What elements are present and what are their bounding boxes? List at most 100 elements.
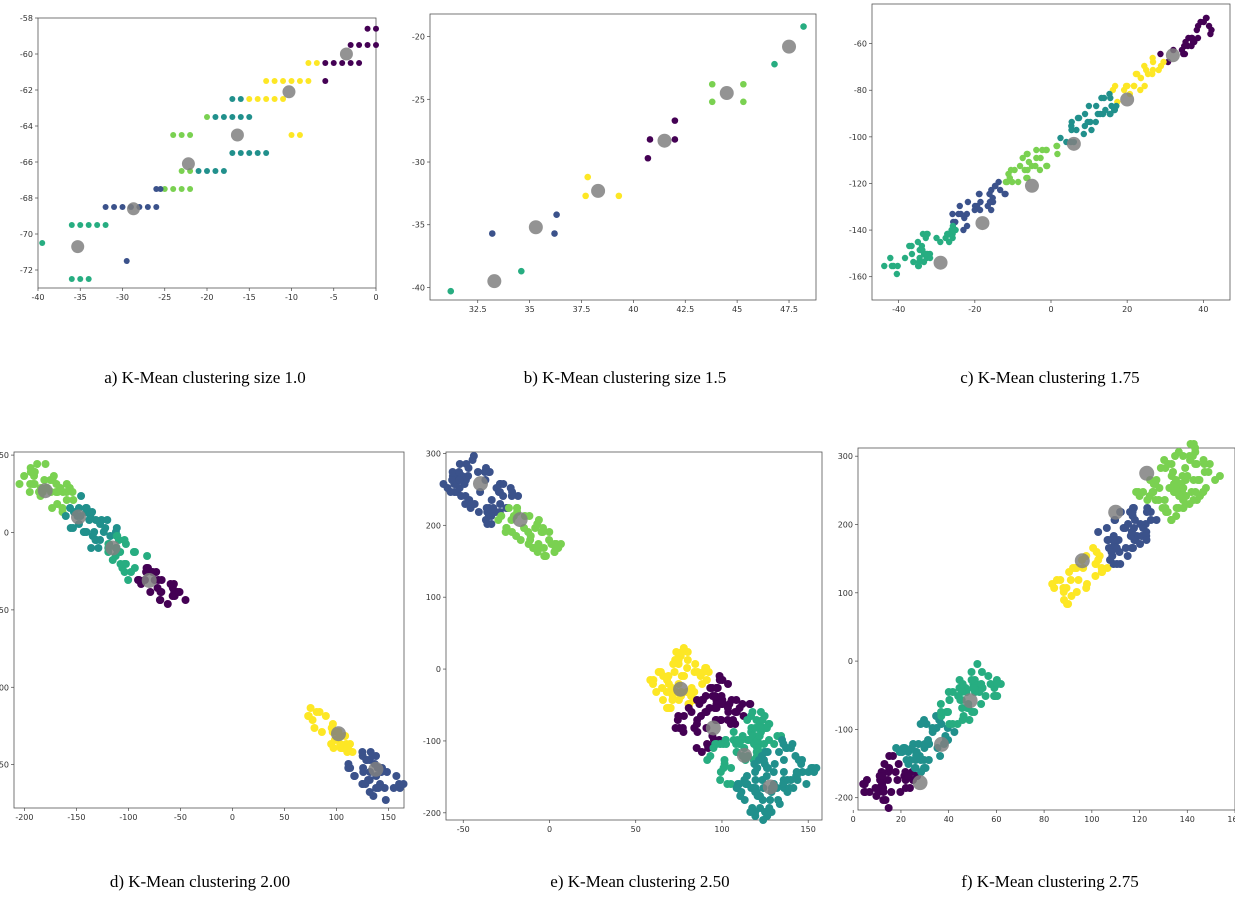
data-point — [1068, 118, 1075, 126]
x-tick-label: 45 — [732, 305, 742, 314]
data-point — [987, 206, 995, 214]
chart-panel-c: -40 -20 0 20 40 -160 -140 -120 -100 -80 -60 — [838, 2, 1231, 330]
data-point — [1094, 528, 1103, 536]
x-tick-label: 32.5 — [469, 305, 487, 314]
centroid-marker — [933, 255, 948, 270]
data-point — [752, 716, 761, 724]
data-point — [644, 154, 652, 162]
data-point — [977, 680, 986, 688]
data-point — [304, 712, 313, 720]
data-point — [893, 270, 901, 278]
y-tick-label: -60 — [20, 50, 33, 59]
data-point — [62, 480, 71, 488]
data-point — [306, 704, 315, 712]
x-tick-label: 0 — [1048, 305, 1053, 314]
x-tick-label: 120 — [1132, 815, 1147, 824]
data-point — [448, 468, 457, 476]
y-tick-label: -40 — [412, 283, 425, 292]
data-point — [963, 222, 971, 230]
centroid-marker — [934, 736, 950, 752]
data-point — [1146, 516, 1155, 524]
data-point — [1199, 488, 1208, 496]
y-tick-label: -60 — [854, 40, 867, 49]
centroid-marker — [1074, 553, 1090, 569]
data-point — [792, 768, 801, 776]
data-point — [860, 788, 869, 796]
data-point — [41, 460, 50, 468]
data-point — [703, 756, 712, 764]
data-point — [33, 460, 42, 468]
data-point — [175, 588, 184, 596]
x-tick-label: 47.5 — [780, 305, 798, 314]
data-point — [1098, 94, 1105, 102]
data-point — [933, 234, 940, 242]
centroid-marker — [719, 86, 734, 101]
x-tick-label: 0 — [373, 293, 378, 302]
y-tick-label: 300 — [426, 449, 441, 458]
data-point — [922, 720, 931, 728]
data-point — [871, 784, 880, 792]
data-point — [108, 556, 117, 564]
data-point — [94, 544, 103, 552]
data-point — [87, 544, 96, 552]
data-point — [25, 488, 34, 496]
data-point — [470, 500, 479, 508]
y-tick-label: 200 — [426, 521, 441, 530]
data-point — [204, 114, 210, 120]
data-point — [993, 692, 1002, 700]
data-point — [1191, 488, 1200, 496]
data-point — [347, 60, 354, 66]
data-point — [163, 600, 172, 608]
data-point — [699, 668, 708, 676]
centroid-marker — [528, 220, 543, 235]
data-point — [1036, 166, 1044, 174]
data-point — [996, 186, 1004, 194]
data-point — [1181, 464, 1190, 472]
data-point — [66, 504, 75, 512]
centroid-marker — [230, 128, 244, 142]
data-point — [762, 724, 771, 732]
data-point — [551, 544, 560, 552]
data-point — [1033, 146, 1040, 154]
data-point — [746, 700, 755, 708]
data-point — [553, 211, 560, 219]
data-point — [1081, 110, 1089, 118]
data-point — [1110, 106, 1118, 114]
data-point — [894, 760, 903, 768]
data-point — [956, 202, 963, 210]
data-point — [727, 764, 736, 772]
x-tick-label: 35 — [525, 305, 535, 314]
data-point — [77, 222, 84, 228]
data-point — [1160, 496, 1169, 504]
data-point — [1053, 142, 1061, 150]
data-point — [1130, 516, 1139, 524]
x-tick-label: 42.5 — [676, 305, 694, 314]
y-tick-label: 0 — [4, 528, 9, 537]
data-point — [1130, 82, 1138, 90]
data-point — [1141, 82, 1148, 90]
data-point — [485, 468, 494, 476]
data-point — [347, 42, 354, 48]
x-tick-label: 50 — [631, 825, 641, 834]
data-point — [669, 660, 678, 668]
data-point — [1094, 556, 1103, 564]
data-point — [157, 576, 166, 584]
data-point — [887, 254, 894, 262]
data-point — [916, 720, 925, 728]
x-tick-label: -200 — [15, 813, 33, 822]
centroid-marker — [472, 476, 488, 492]
data-point — [652, 688, 661, 696]
y-tick-label: -66 — [20, 158, 33, 167]
y-tick-label: -200 — [835, 794, 853, 803]
data-point — [905, 784, 914, 792]
data-point — [1056, 576, 1065, 584]
data-point — [123, 258, 130, 264]
data-point — [904, 772, 913, 780]
data-point — [501, 528, 510, 536]
data-point — [764, 736, 773, 744]
data-point — [672, 648, 681, 656]
data-point — [1135, 492, 1144, 500]
data-point — [720, 756, 729, 764]
data-point — [1207, 30, 1214, 38]
chart-panel-e: -50 0 50 100 150 300 200 100 0 -100 -200 — [420, 448, 825, 858]
